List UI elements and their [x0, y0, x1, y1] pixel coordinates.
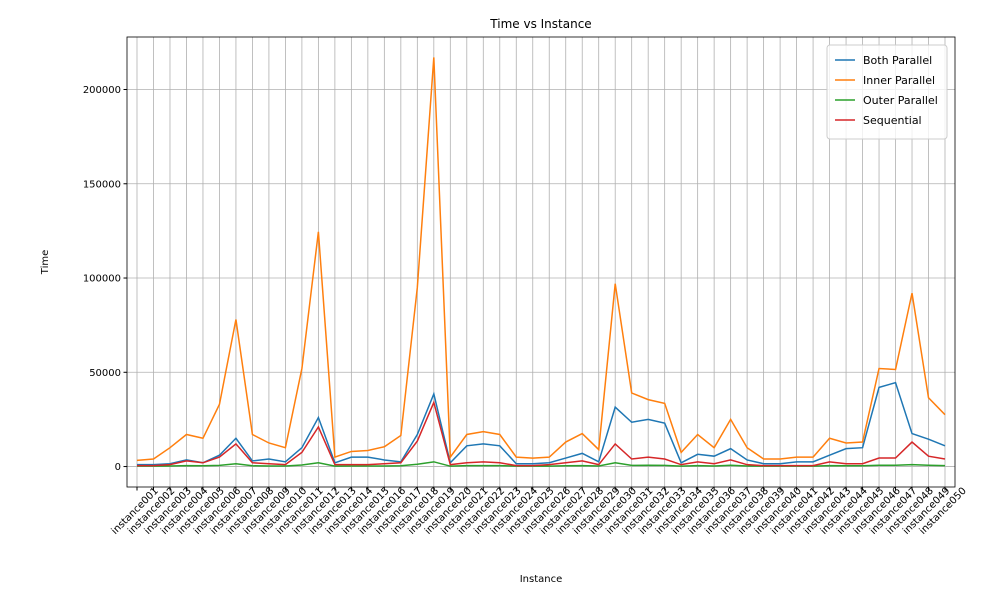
legend-label: Inner Parallel	[863, 74, 935, 87]
plot-frame	[126, 36, 956, 488]
y-tick-label: 150000	[83, 179, 121, 190]
legend-label: Sequential	[863, 114, 922, 127]
y-tick-label: 0	[115, 462, 121, 473]
series-line	[137, 381, 946, 466]
legend-box	[826, 44, 948, 140]
chart-title: Time vs Instance	[489, 17, 591, 31]
y-tick-label: 200000	[83, 85, 121, 96]
y-tick-label: 50000	[89, 368, 121, 379]
series-line	[136, 57, 946, 462]
legend-label: Outer Parallel	[863, 94, 938, 107]
y-tick-label: 100000	[83, 274, 121, 285]
y-axis-label: Time	[40, 250, 51, 275]
legend-label: Both Parallel	[863, 54, 932, 67]
series-line	[137, 400, 946, 467]
x-axis-label: Instance	[520, 574, 563, 585]
